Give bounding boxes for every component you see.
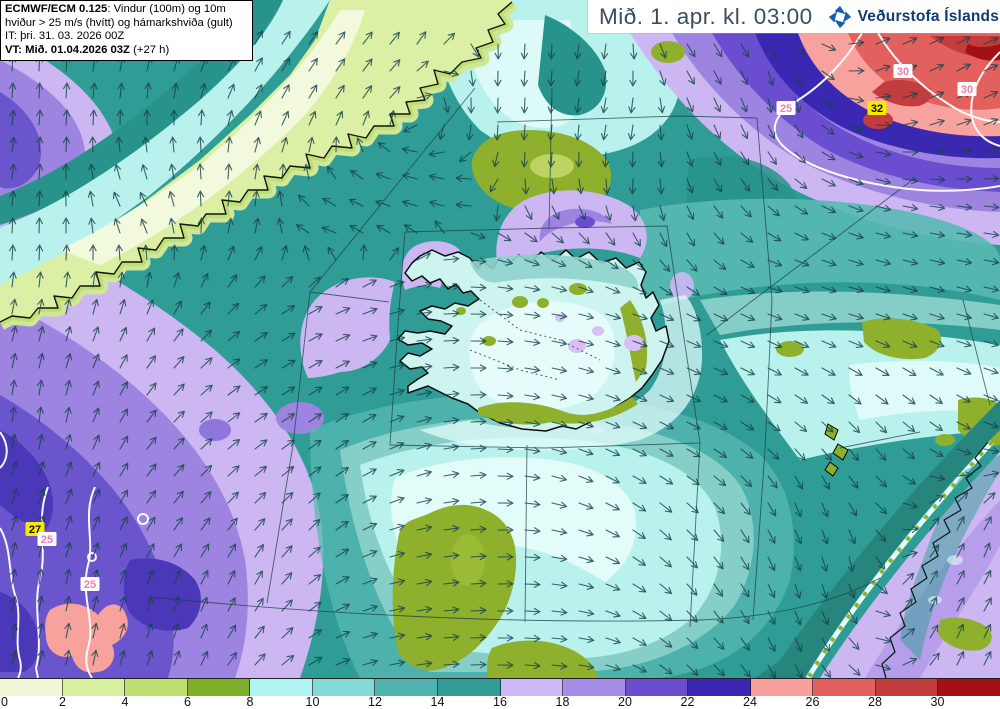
legend-swatch [750, 679, 814, 696]
legend-tick: 0 [1, 695, 8, 709]
svg-text:25: 25 [84, 579, 96, 591]
gust-contour-label: 30 [893, 64, 913, 78]
gust-contour-label: 25 [80, 577, 100, 591]
met-office-logo-icon [828, 5, 851, 28]
met-office-logo: Veðurstofa Íslands [827, 4, 999, 30]
legend-tick: 14 [430, 695, 445, 709]
info-box-line-1: hviður > 25 m/s (hvítt) og hámarkshviða … [5, 16, 233, 29]
legend-tick: 16 [493, 695, 507, 709]
norway-coastline [881, 441, 989, 678]
legend-tick: 18 [555, 695, 570, 709]
legend-swatch [187, 679, 251, 696]
legend-swatch [375, 679, 438, 696]
legend-swatch [0, 679, 63, 696]
legend-swatch [875, 679, 939, 696]
met-office-logo-text: Veðurstofa Íslands [857, 7, 1000, 25]
legend-tick: 26 [805, 695, 820, 709]
max-gust-label: 32 [867, 101, 887, 115]
model-info-box: ECMWF/ECM 0.125: Vindur (100m) og 10m hvi… [0, 0, 253, 62]
info-box-line-2: IT: þri. 31. 03. 2026 00Z [5, 30, 125, 43]
info-box-line-0: ECMWF/ECM 0.125: Vindur (100m) og 10m [5, 3, 226, 15]
legend-swatch [437, 679, 501, 696]
gust-contour-label: 30 [957, 82, 977, 96]
legend-swatch [625, 679, 689, 696]
legend-swatch [125, 679, 188, 696]
legend-tick: 22 [680, 695, 695, 709]
legend-tick: 24 [743, 695, 757, 709]
legend-swatch [312, 679, 376, 696]
legend-tick: 2 [59, 695, 66, 709]
svg-text:30: 30 [897, 66, 909, 78]
svg-text:25: 25 [780, 103, 792, 115]
legend-tick: 12 [368, 695, 382, 709]
svg-text:30: 30 [961, 84, 973, 96]
legend-tick: 30 [930, 695, 945, 709]
legend-swatches [0, 678, 1000, 696]
gust-contours [0, 32, 1000, 678]
svg-text:32: 32 [871, 103, 883, 115]
legend-tick: 28 [868, 695, 882, 709]
iceland-landmass [397, 249, 703, 451]
legend-swatch [62, 679, 126, 696]
valid-time-title: Mið. 1. apr. kl. 03:00 [599, 3, 813, 29]
gust-contour-label: 25 [37, 532, 57, 546]
info-box-line-3: VT: Mið. 01.04.2026 03Z (+27 h) [5, 43, 170, 56]
legend-swatch [813, 679, 876, 696]
legend-tick: 8 [246, 695, 254, 709]
legend-swatch [688, 679, 751, 696]
legend-swatch [500, 679, 564, 696]
svg-text:25: 25 [41, 534, 53, 546]
legend-tick: 4 [121, 695, 129, 709]
legend-swatch [250, 679, 313, 696]
title-bar: Mið. 1. apr. kl. 03:00 Veðurstofa Ísland… [588, 0, 1000, 33]
legend-tick: 10 [305, 695, 320, 709]
legend-tick: 6 [184, 695, 191, 709]
legend-tick: 20 [618, 695, 632, 709]
wind-speed-legend: 0 2 4 6 8 10 12 14 16 18 20 22 24 26 28 30 [0, 678, 1000, 709]
gust-contour-label: 25 [776, 101, 796, 115]
legend-swatch [563, 679, 626, 696]
legend-swatch [938, 679, 1000, 696]
legend-tick-labels: 0 2 4 6 8 10 12 14 16 18 20 22 24 26 28 30 [0, 695, 1000, 709]
